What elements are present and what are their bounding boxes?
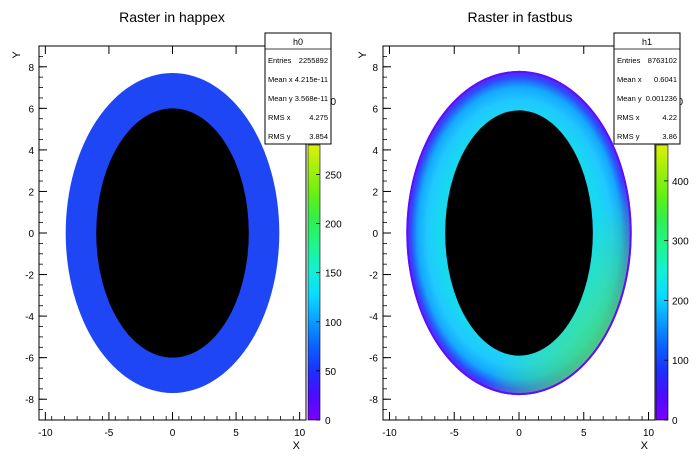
x-tick-label: 0 [516,428,522,439]
y-tick-label: -2 [369,271,378,282]
stats-row-label: Entries [617,56,641,65]
stats-row-value: 0.6041 [654,75,677,84]
chart-title: Raster in happex [119,9,225,25]
stats-row-value: 2255892 [299,56,328,65]
y-tick-label: 6 [28,104,34,115]
inner-ellipse [96,108,249,358]
palette-tick-label: 50 [325,367,337,378]
stats-row-label: Entries [268,56,292,65]
x-tick-label: 0 [170,428,176,439]
y-tick-label: -6 [369,354,378,365]
palette-tick-label: 100 [672,356,689,367]
y-tick-label: 8 [28,63,34,74]
y-tick-label: 2 [372,187,378,198]
x-tick-label: -5 [104,428,113,439]
stats-box-name: h0 [293,37,303,47]
stats-row-label: RMS x [617,113,640,122]
stats-box-name: h1 [642,37,652,47]
x-axis-label: X [641,440,649,452]
color-palette-bar [307,144,321,421]
stats-row-label: Mean y [268,94,293,103]
palette-tick-label: 200 [672,296,689,307]
stats-box-frame [613,32,681,145]
palette-tick-label: 400 [672,177,689,188]
stats-row-value: 4.215e-11 [295,75,328,84]
palette-tick-label: 0 [672,416,678,427]
palette-tick-label: 250 [325,170,342,181]
palette-tick-label: 0 [325,416,331,427]
x-tick-label: -10 [38,428,53,439]
palette-tick-label: 200 [325,220,342,231]
stats-row-value: 4.22 [662,113,677,122]
y-tick-label: 2 [28,187,34,198]
stats-row-value: 8763102 [648,56,677,65]
y-tick-label: 0 [28,229,34,240]
stats-row-label: RMS y [268,132,291,141]
stats-row-label: Mean x [617,75,642,84]
y-tick-label: 4 [372,146,378,157]
y-tick-label: -2 [25,271,34,282]
x-tick-label: -10 [382,428,397,439]
stats-row-label: RMS x [268,113,291,122]
palette-tick-label: 100 [325,318,342,329]
chart-title: Raster in fastbus [467,9,572,25]
x-tick-label: 5 [233,428,239,439]
y-tick-label: 6 [372,104,378,115]
y-axis-label: Y [357,51,369,59]
chart-panel-1: Raster in happex -10 -5 0 5 10 -8 -6 -4 -2 0 2 4 6 8 X Y… [11,9,342,452]
stats-row-value: 3.854 [309,132,328,141]
stats-row-value: 4.275 [309,113,328,122]
stats-row-label: Mean y [617,94,642,103]
palette-tick-label: 300 [672,237,689,248]
x-tick-label: 10 [294,428,306,439]
y-tick-label: -8 [369,395,378,406]
stats-row-value: 3.86 [662,132,677,141]
y-tick-label: 0 [372,229,378,240]
y-tick-label: -6 [25,354,34,365]
y-tick-label: -4 [369,312,378,323]
x-tick-label: 10 [643,428,655,439]
chart-panel-2: Raster in fastbus -10 -5 0 5 10 -8 -6 -4 -2 0 2 4 6 8 X… [357,9,689,452]
y-tick-label: 8 [372,63,378,74]
palette-tick-label: 150 [325,269,342,280]
x-tick-label: -5 [450,428,459,439]
x-axis-label: X [293,440,301,452]
stats-row-label: Mean x [268,75,293,84]
stats-row-label: RMS y [617,132,640,141]
y-tick-label: 4 [28,146,34,157]
stats-row-value: 3.568e-11 [295,94,328,103]
stats-box-frame [264,32,332,145]
color-palette-bar [655,144,669,421]
y-axis-label: Y [11,51,23,59]
inner-ellipse [445,110,593,356]
outer-ellipse-edge [406,70,632,396]
y-tick-label: -8 [25,395,34,406]
x-tick-label: 5 [581,428,587,439]
stats-row-value: 0.001236 [646,94,677,103]
y-tick-label: -4 [25,312,34,323]
